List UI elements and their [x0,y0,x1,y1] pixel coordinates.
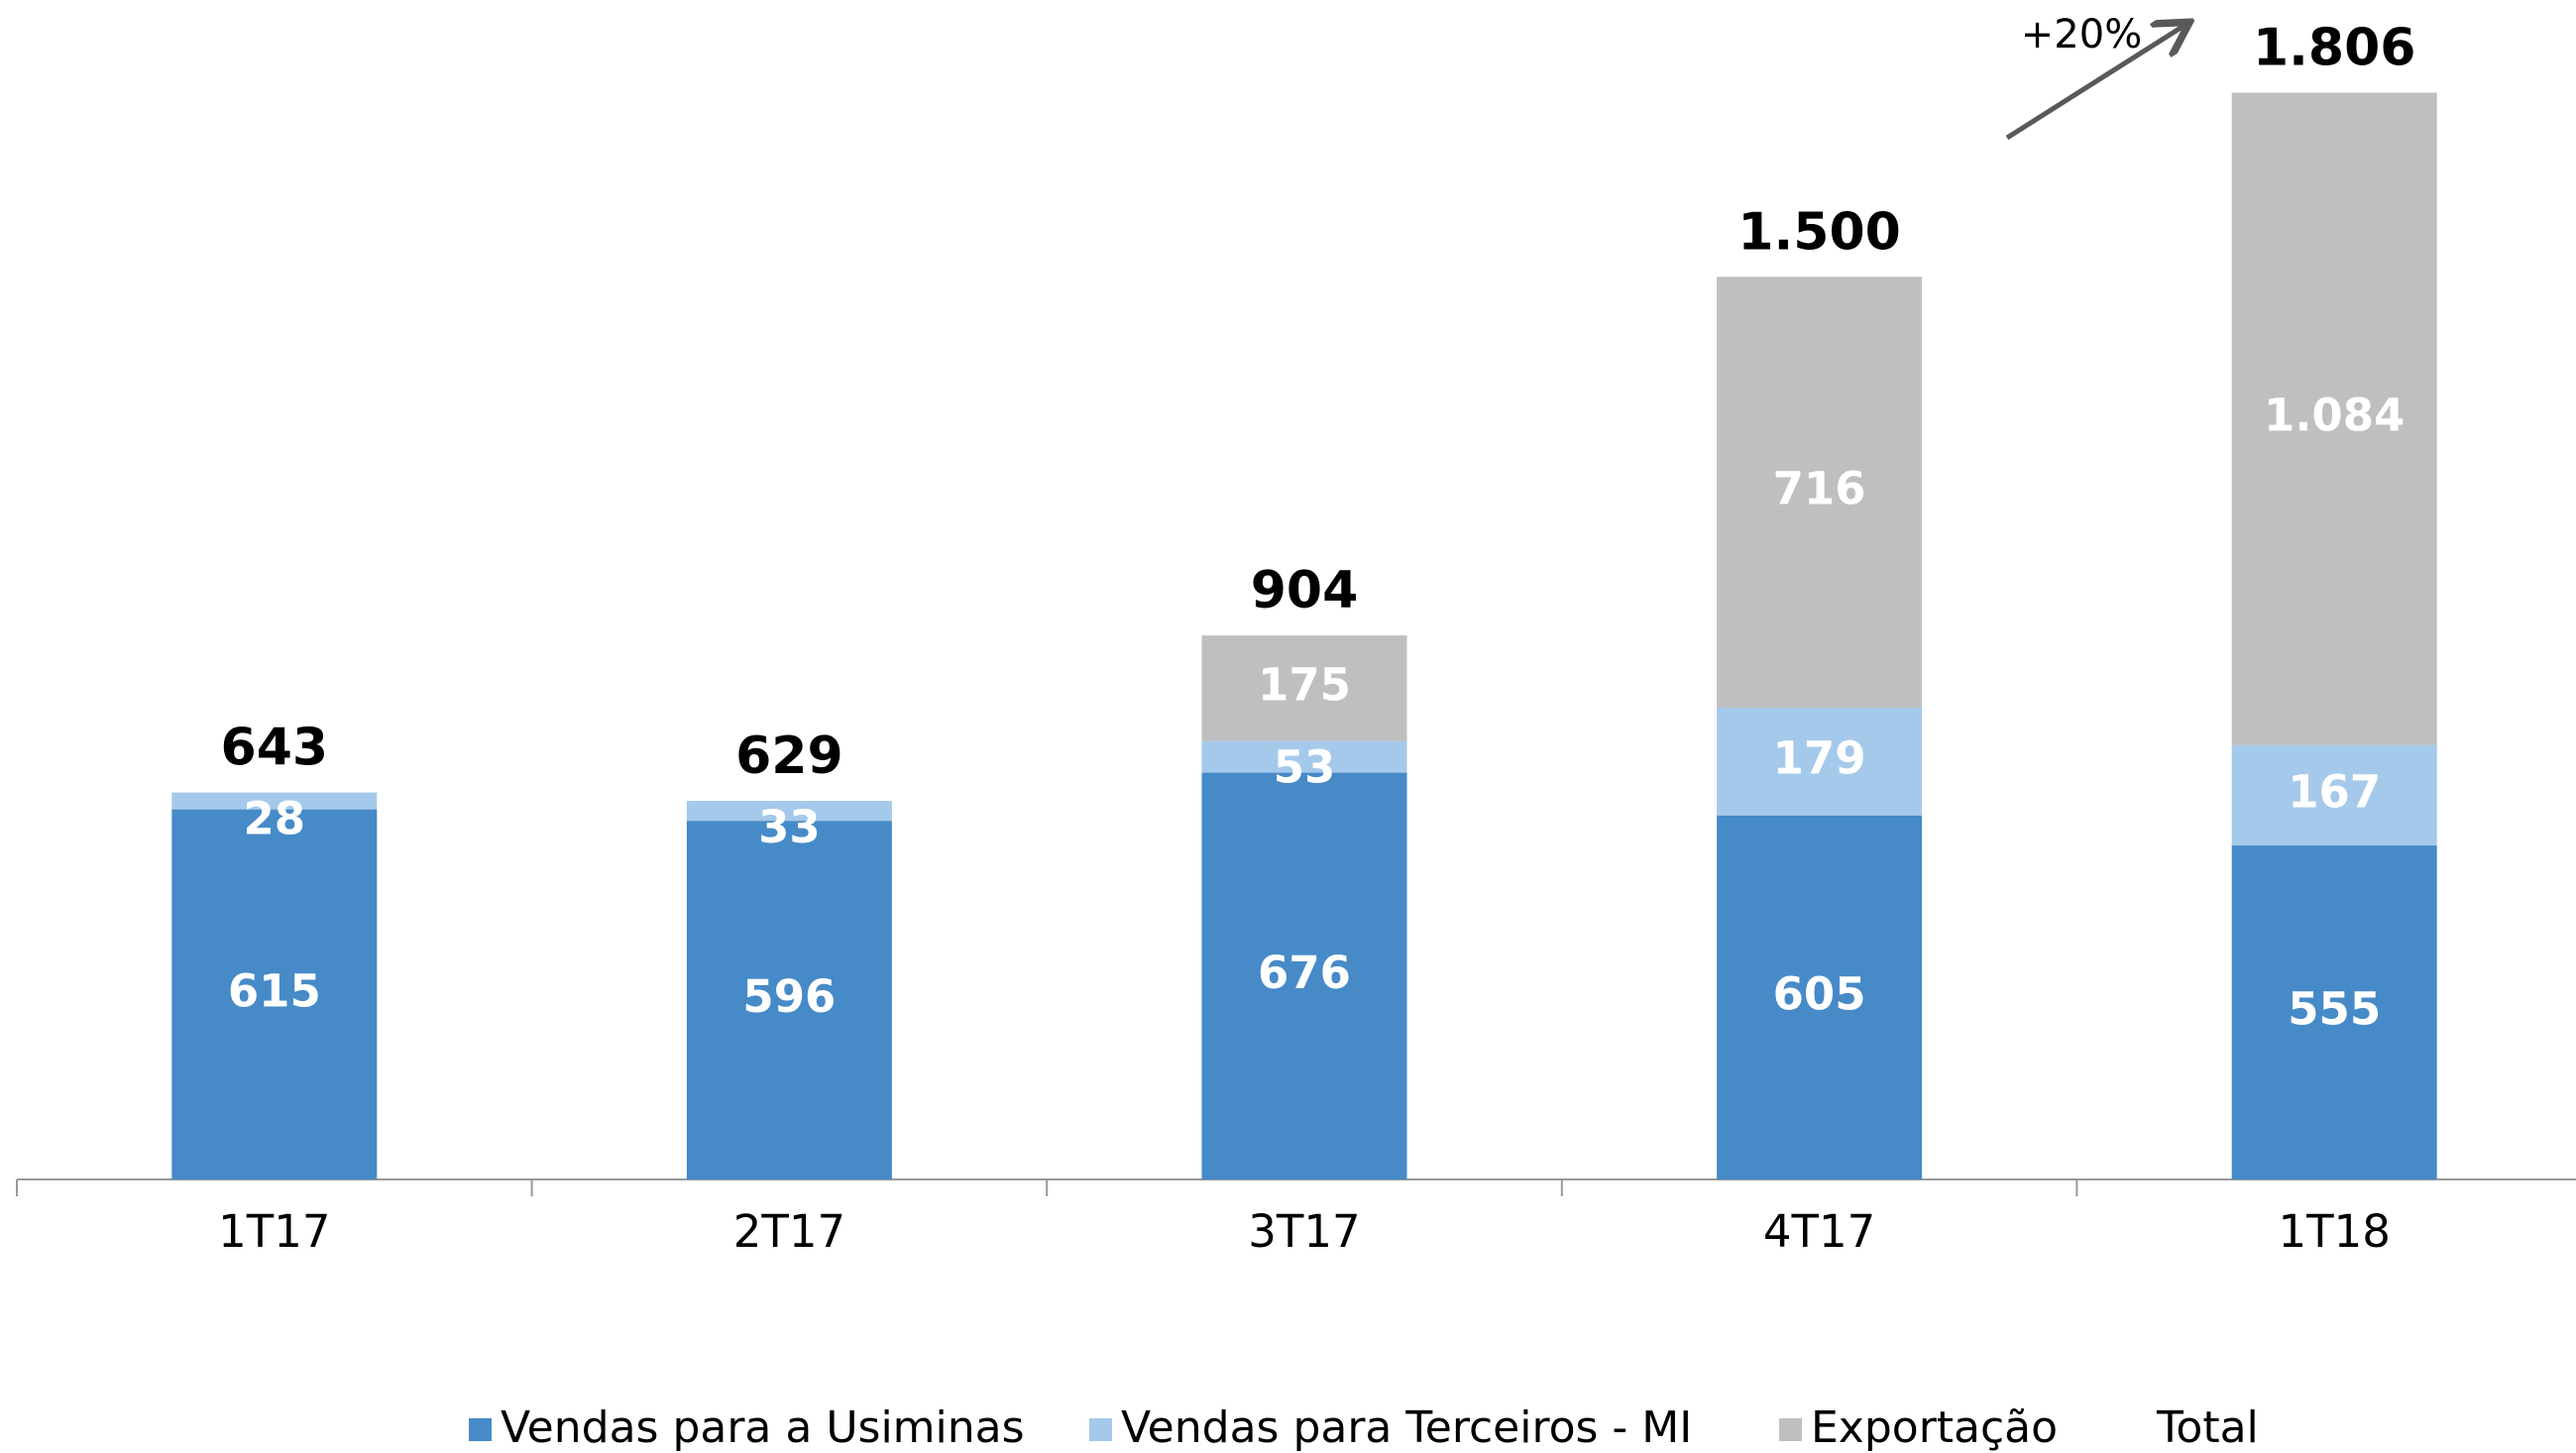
legend-label: Vendas para Terceiros - MI [1121,1402,1692,1453]
bar-segment [2231,92,2437,745]
bar-segment [686,821,892,1179]
total-label: 629 [735,726,843,786]
x-tick-label: 4T17 [1763,1205,1875,1258]
growth-arrow [2005,25,2185,141]
bar-segment [1717,277,1923,708]
bar-segment [1201,772,1407,1179]
total-label: 1.500 [1737,202,1900,262]
legend-swatch [469,1418,492,1441]
data-label: 555 [2288,983,2381,1036]
legend-label: Total [2156,1402,2259,1453]
category-ticks [16,1179,2078,1196]
bar-segment [171,792,378,810]
x-tick-label: 3T17 [1248,1205,1360,1258]
bar-segment [171,809,378,1179]
data-label: 676 [1258,947,1351,999]
x-tick-label: 1T17 [218,1205,330,1258]
legend-swatch [1779,1418,1802,1441]
data-label: 596 [742,970,836,1023]
bar-segment [1717,708,1923,816]
data-label: 175 [1258,658,1351,711]
data-label: 615 [228,964,321,1017]
bar-segment [2231,744,2437,846]
data-label: 605 [1773,967,1866,1020]
bar-segment [2231,845,2437,1179]
data-label: 33 [758,801,821,853]
data-label: 28 [243,793,305,845]
data-label: 179 [1773,731,1866,784]
bar-segment [1717,815,1923,1179]
annotation: +20% [2021,12,2142,57]
bar-segment [686,801,892,822]
total-label: 904 [1251,561,1359,620]
legend: Vendas para a Usiminas Vendas para Tercei… [469,1402,2259,1453]
data-label: 716 [1773,463,1866,515]
data-label: 53 [1274,740,1336,793]
data-label: 1.084 [2264,390,2405,442]
x-tick-label: 1T18 [2279,1205,2391,1258]
legend-swatch [1089,1418,1112,1441]
bar-segment [1201,740,1407,773]
legend-label: Exportação [1811,1402,2058,1453]
legend-label: Vendas para a Usiminas [501,1402,1025,1453]
total-label: 643 [221,719,329,778]
x-tick-label: 2T17 [733,1205,845,1258]
bar-segment [1201,635,1407,741]
data-label: 167 [2288,765,2381,818]
total-label: 1.806 [2253,19,2415,78]
